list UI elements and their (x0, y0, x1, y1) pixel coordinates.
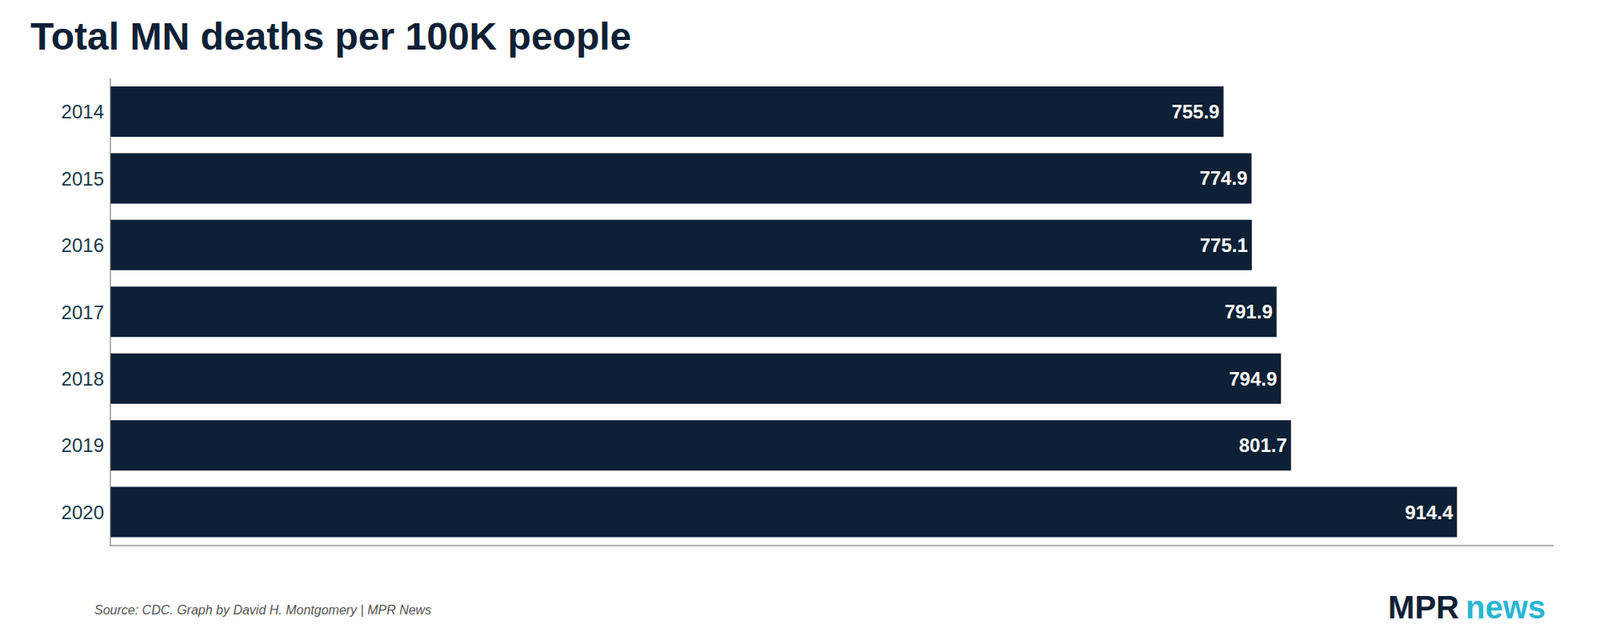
html-text:Total MN deaths per 100K peopl: Total MN deaths per 100K people (30, 15, 632, 58)
svg-text:774.9: 774.9 (1199, 167, 1248, 189)
svg-text:801.7: 801.7 (1239, 434, 1288, 456)
svg-text:755.9: 755.9 (1171, 100, 1220, 123)
svg-text:2014: 2014 (61, 100, 104, 123)
svg-text:914.4: 914.4 (1404, 501, 1454, 524)
svg-text:791.9: 791.9 (1224, 300, 1273, 323)
svg-text:775.1: 775.1 (1200, 234, 1248, 256)
svg-text:2015: 2015 (61, 168, 104, 190)
html-text:MPR news: MPR news (1388, 589, 1546, 625)
svg-text:794.9: 794.9 (1228, 368, 1277, 390)
html-text:Source: CDC. Graph by David H.: Source: CDC. Graph by David H. Montgomer… (94, 603, 432, 617)
svg-text:2017: 2017 (61, 301, 104, 324)
svg-text:2016: 2016 (61, 234, 104, 256)
svg-text:2020: 2020 (61, 501, 104, 524)
svg-text:2018: 2018 (61, 368, 104, 390)
svg-text:2019: 2019 (61, 434, 104, 456)
